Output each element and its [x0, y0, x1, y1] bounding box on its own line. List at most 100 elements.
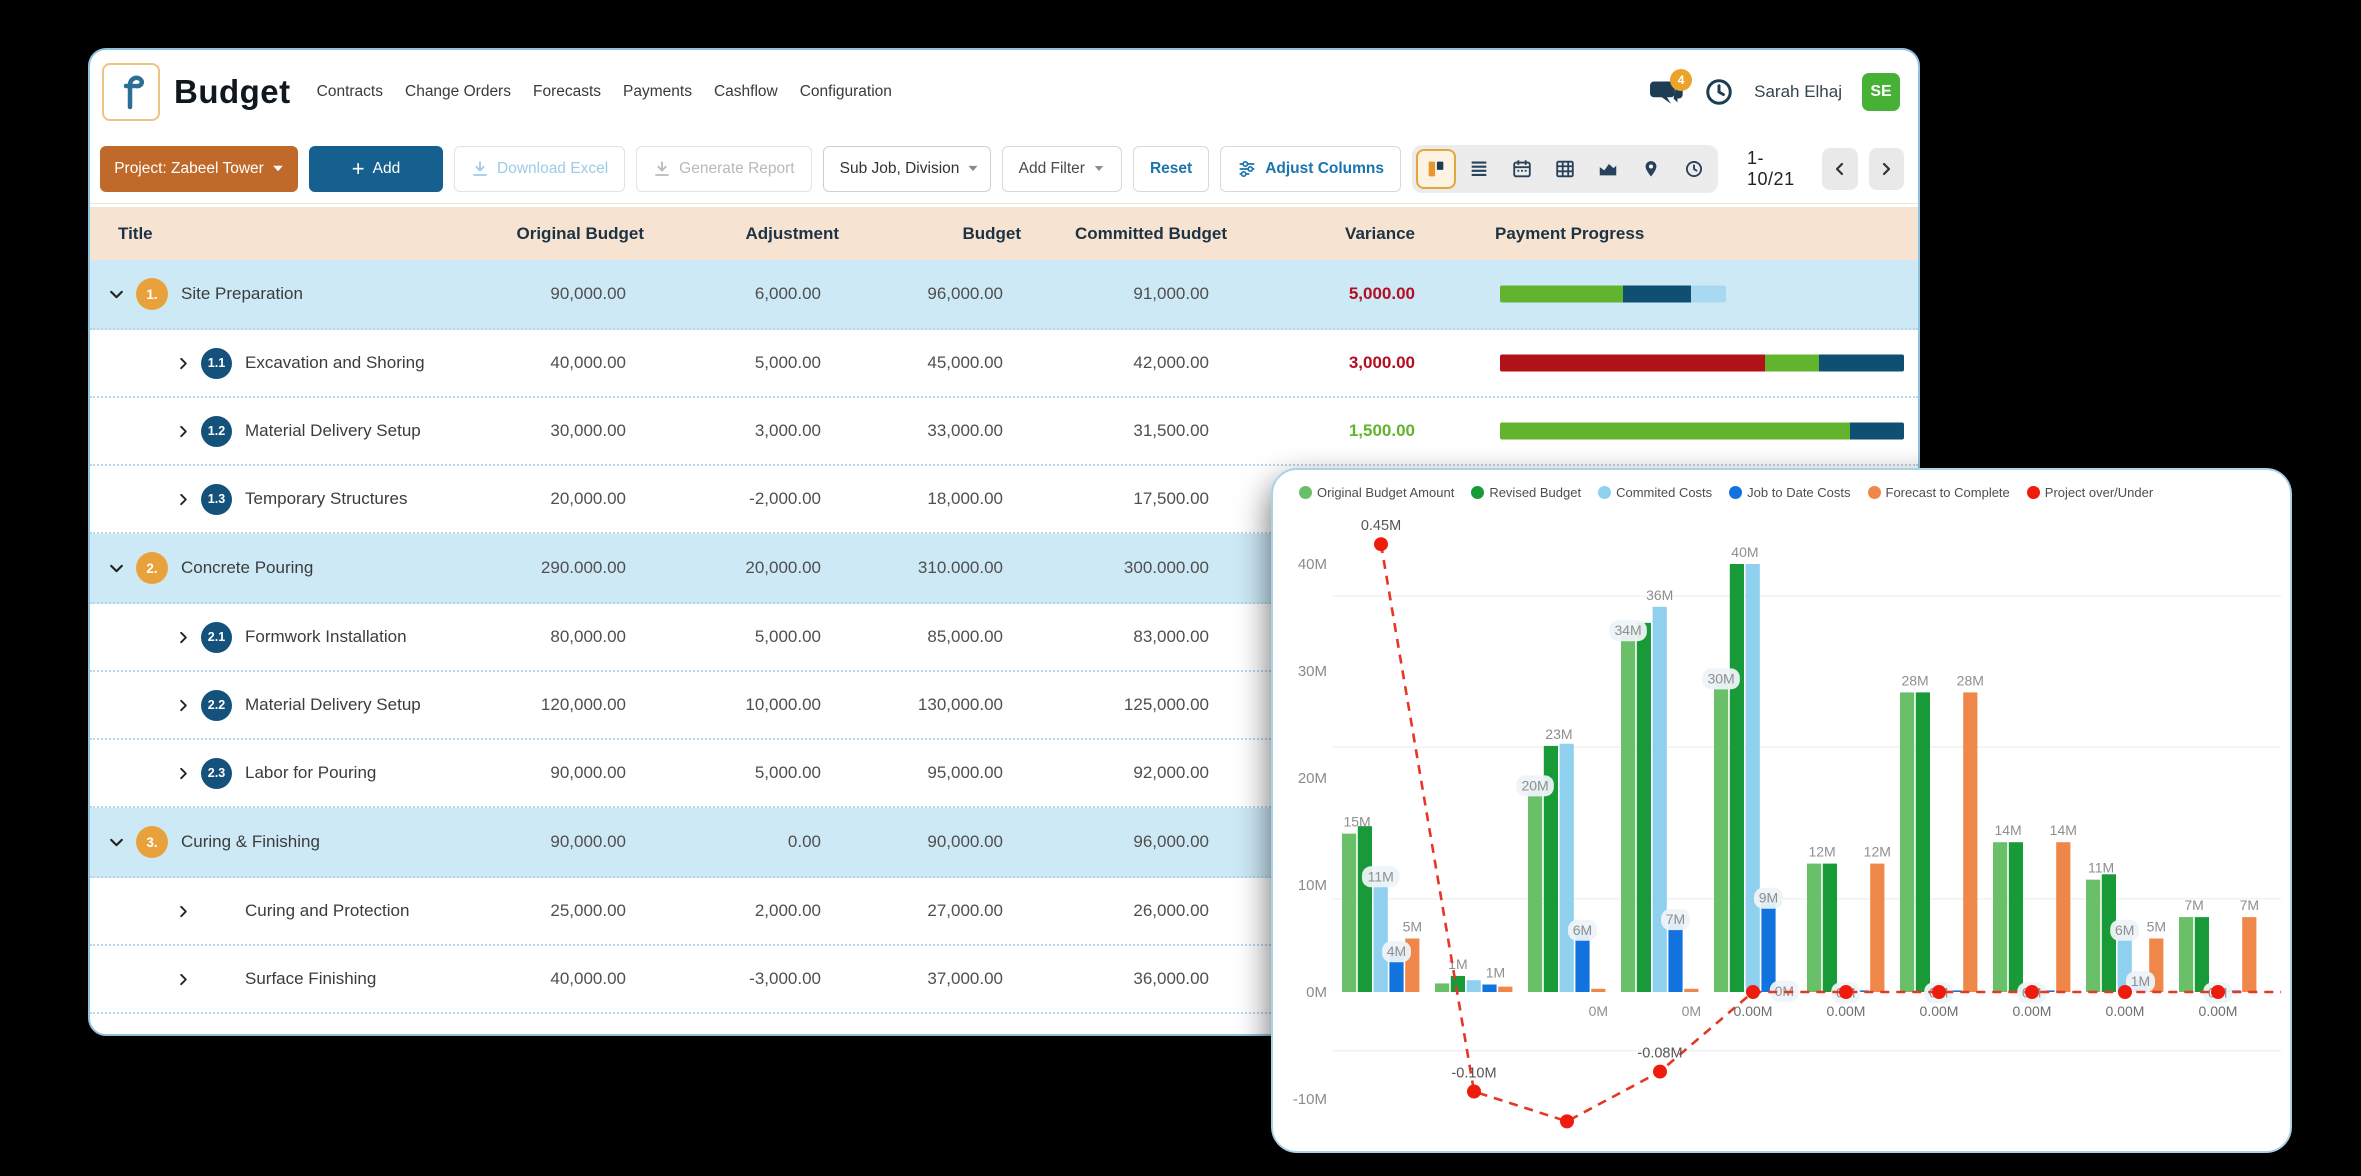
cell-budget: 33,000.00: [793, 398, 1003, 464]
chevron-right-icon[interactable]: [173, 424, 193, 439]
chevron-down-icon[interactable]: [106, 286, 126, 303]
chevron-right-icon[interactable]: [173, 698, 193, 713]
svg-text:1M: 1M: [1486, 965, 1505, 981]
chevron-right-icon[interactable]: [173, 356, 193, 371]
row-number-badge: 3.: [136, 826, 168, 858]
chart-legend: Original Budget Amount Revised Budget Comm…: [1273, 470, 2290, 500]
svg-text:14M: 14M: [1994, 822, 2021, 838]
legend-item[interactable]: Commited Costs: [1598, 485, 1712, 500]
cell-adjustment: 20,000.00: [611, 534, 821, 602]
svg-text:23M: 23M: [1545, 726, 1572, 742]
row-number-badge: 1.: [136, 278, 168, 310]
row-title: Excavation and Shoring: [245, 353, 425, 373]
cell-committed-budget: 96,000.00: [999, 808, 1209, 876]
row-title: Formwork Installation: [245, 627, 407, 647]
row-number-badge: 2.: [136, 552, 168, 584]
row-title: Surface Finishing: [245, 969, 376, 989]
svg-text:28M: 28M: [1901, 672, 1928, 688]
cell-adjustment: -2,000.00: [611, 466, 821, 532]
svg-text:0.00M: 0.00M: [1827, 1003, 1866, 1019]
budget-chart: 40M30M20M10M0M-10M15M11M4M5M1M1M20M23M6M…: [1281, 512, 2281, 1145]
chevron-right-icon[interactable]: [173, 492, 193, 507]
chevron-right-icon[interactable]: [173, 904, 193, 919]
row-title: Temporary Structures: [245, 489, 408, 509]
legend-dot: [1868, 486, 1881, 499]
cell-committed-budget: 125,000.00: [999, 672, 1209, 738]
svg-text:7M: 7M: [2240, 897, 2259, 913]
svg-text:0.00M: 0.00M: [2199, 1003, 2238, 1019]
legend-dot: [1299, 486, 1312, 499]
legend-item[interactable]: Project over/Under: [2027, 485, 2153, 500]
cell-original-budget: 90,000.00: [416, 740, 626, 806]
legend-item[interactable]: Forecast to Complete: [1868, 485, 2010, 500]
svg-text:6M: 6M: [2115, 922, 2134, 938]
svg-text:0.00M: 0.00M: [2013, 1003, 2052, 1019]
legend-label: Project over/Under: [2045, 485, 2153, 500]
chevron-down-icon[interactable]: [106, 560, 126, 577]
svg-text:30M: 30M: [1298, 663, 1327, 680]
svg-text:30M: 30M: [1707, 670, 1734, 686]
svg-text:-10M: -10M: [1293, 1091, 1327, 1108]
row-number-badge: 2.1: [201, 622, 232, 653]
cell-committed-budget: 83,000.00: [999, 604, 1209, 670]
cell-budget: 95,000.00: [793, 740, 1003, 806]
legend-label: Forecast to Complete: [1886, 485, 2010, 500]
cell-adjustment: -3,000.00: [611, 946, 821, 1012]
row-title: Curing & Finishing: [181, 832, 320, 852]
svg-text:1M: 1M: [2131, 973, 2150, 989]
table-row[interactable]: 1.2Material Delivery Setup30,000.003,000…: [90, 398, 1918, 466]
cell-committed-budget: 36,000.00: [999, 946, 1209, 1012]
cell-budget: 45,000.00: [793, 330, 1003, 396]
svg-text:6M: 6M: [1573, 922, 1592, 938]
svg-text:9M: 9M: [1759, 890, 1778, 906]
legend-label: Revised Budget: [1489, 485, 1581, 500]
cell-original-budget: 90,000.00: [416, 260, 626, 328]
svg-text:40M: 40M: [1731, 544, 1758, 560]
svg-text:15M: 15M: [1343, 814, 1370, 830]
cell-committed-budget: 31,500.00: [999, 398, 1209, 464]
cell-adjustment: 3,000.00: [611, 398, 821, 464]
cell-budget: 27,000.00: [793, 878, 1003, 944]
chevron-right-icon[interactable]: [173, 630, 193, 645]
svg-text:36M: 36M: [1646, 587, 1673, 603]
payment-progress-bar: [1500, 355, 1904, 372]
svg-text:34M: 34M: [1614, 622, 1641, 638]
row-number-badge: 1.1: [201, 348, 232, 379]
chevron-right-icon[interactable]: [173, 766, 193, 781]
cell-adjustment: 5,000.00: [611, 330, 821, 396]
cell-committed-budget: 17,500.00: [999, 466, 1209, 532]
cell-budget: 90,000.00: [793, 808, 1003, 876]
cell-variance: 5,000.00: [1205, 260, 1415, 328]
cell-original-budget: 30,000.00: [416, 398, 626, 464]
chevron-down-icon[interactable]: [106, 834, 126, 851]
row-title: Site Preparation: [181, 284, 303, 304]
svg-text:5M: 5M: [2147, 919, 2166, 935]
legend-item[interactable]: Original Budget Amount: [1299, 485, 1454, 500]
row-title: Labor for Pouring: [245, 763, 376, 783]
svg-text:0M: 0M: [1306, 984, 1327, 1001]
cell-original-budget: 90,000.00: [416, 808, 626, 876]
svg-text:0M: 0M: [1589, 1003, 1608, 1019]
svg-text:4M: 4M: [1387, 943, 1406, 959]
svg-text:12M: 12M: [1864, 844, 1891, 860]
legend-label: Job to Date Costs: [1747, 485, 1850, 500]
cell-adjustment: 2,000.00: [611, 878, 821, 944]
budget-chart-panel: Original Budget Amount Revised Budget Comm…: [1271, 468, 2292, 1153]
legend-item[interactable]: Revised Budget: [1471, 485, 1581, 500]
row-number-badge: 1.3: [201, 484, 232, 515]
svg-text:7M: 7M: [1666, 911, 1685, 927]
cell-budget: 85,000.00: [793, 604, 1003, 670]
cell-committed-budget: 91,000.00: [999, 260, 1209, 328]
cell-committed-budget: 92,000.00: [999, 740, 1209, 806]
legend-item[interactable]: Job to Date Costs: [1729, 485, 1850, 500]
cell-adjustment: 10,000.00: [611, 672, 821, 738]
row-title: Concrete Pouring: [181, 558, 313, 578]
row-number-badge: 2.3: [201, 758, 232, 789]
table-row[interactable]: 1.1Excavation and Shoring40,000.005,000.…: [90, 330, 1918, 398]
row-title: Curing and Protection: [245, 901, 409, 921]
cell-original-budget: 40,000.00: [416, 946, 626, 1012]
chevron-right-icon[interactable]: [173, 972, 193, 987]
table-row[interactable]: 1.Site Preparation90,000.006,000.0096,00…: [90, 260, 1918, 330]
svg-text:12M: 12M: [1808, 844, 1835, 860]
svg-text:-0.10M: -0.10M: [1451, 1066, 1496, 1082]
